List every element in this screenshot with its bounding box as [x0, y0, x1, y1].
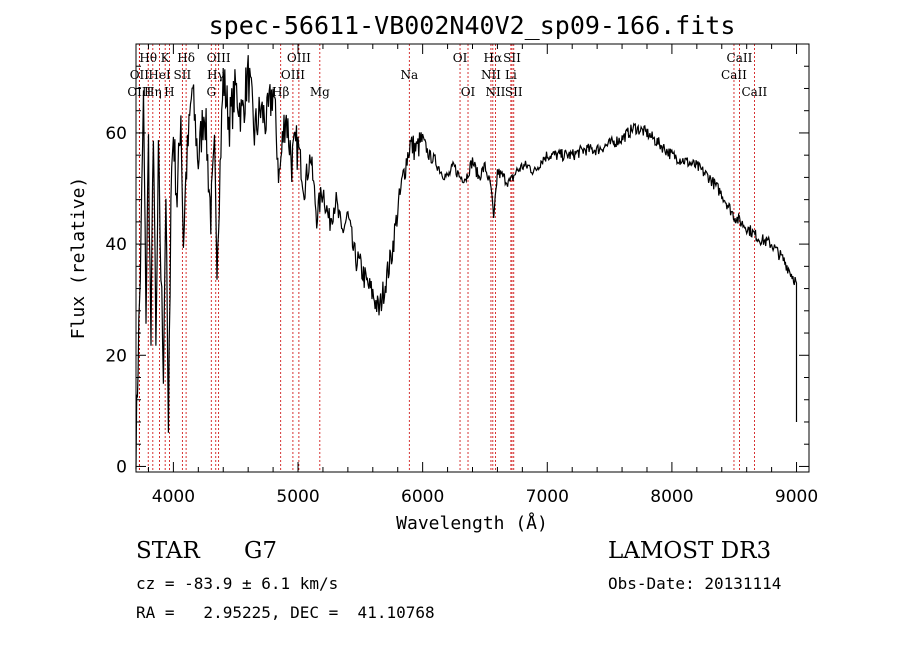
line-marker-label: OI — [461, 85, 476, 99]
line-marker-label: Hη — [144, 85, 162, 99]
line-marker-label: K — [161, 51, 171, 65]
line-marker-label: Mg — [310, 85, 330, 99]
object-subclass: G7 — [244, 538, 278, 564]
y-tick-label: 20 — [105, 346, 127, 366]
line-marker-label: OIII — [127, 85, 151, 99]
line-marker-label: SII — [174, 68, 192, 82]
line-marker-label: CaII — [721, 68, 747, 82]
line-marker-label: OI — [453, 51, 468, 65]
line-marker-label: Hδ — [177, 51, 195, 65]
line-marker-label: Hγ — [207, 68, 225, 82]
line-marker-label: Hα — [484, 51, 503, 65]
x-axis-label: Wavelength (Å) — [396, 512, 548, 534]
y-axis-ticks: 0 20 40 60 — [105, 65, 809, 477]
line-marker-label: OII — [130, 68, 150, 82]
line-marker-label: OIII — [287, 51, 311, 65]
y-tick-label: 0 — [116, 457, 127, 477]
redshift-cz: cz = -83.9 ± 6.1 km/s — [136, 574, 339, 593]
line-marker-label: SII — [503, 51, 521, 65]
object-class: STAR — [136, 538, 200, 564]
y-axis-label: Flux (relative) — [68, 177, 89, 340]
line-marker-label: Hβ — [272, 85, 289, 99]
obs-date: Obs-Date: 20131114 — [608, 574, 782, 593]
line-marker-label: OIII — [281, 68, 305, 82]
spectrum-line — [135, 55, 798, 470]
line-marker-label: NII — [485, 85, 505, 99]
line-marker-label: Li — [505, 68, 517, 82]
line-marker-label: OIII — [207, 51, 231, 65]
line-marker-label: Na — [400, 68, 418, 82]
line-marker-label: NII — [481, 68, 501, 82]
line-marker-label: HeI — [148, 68, 171, 82]
line-marker-label: CaII — [727, 51, 753, 65]
chart-title: spec-56611-VB002N40V2_sp09-166.fits — [209, 11, 736, 40]
line-marker-label: CaII — [741, 85, 767, 99]
x-tick-label: 8000 — [650, 487, 693, 507]
line-marker-label: SII — [505, 85, 523, 99]
y-tick-label: 60 — [105, 124, 127, 144]
x-tick-label: 5000 — [276, 487, 319, 507]
x-tick-label: 9000 — [775, 487, 818, 507]
x-tick-label: 6000 — [401, 487, 444, 507]
x-tick-label: 4000 — [152, 487, 195, 507]
x-tick-label: 7000 — [526, 487, 569, 507]
survey-name: LAMOST DR3 — [608, 538, 772, 564]
x-axis-ticks: 4000 5000 6000 7000 8000 9000 — [147, 44, 818, 507]
coordinates: RA = 2.95225, DEC = 41.10768 — [136, 603, 435, 622]
line-marker-label: H — [164, 85, 174, 99]
line-marker-label: G — [206, 85, 216, 99]
line-marker-label: Hθ — [139, 51, 157, 65]
y-tick-label: 40 — [105, 235, 127, 255]
